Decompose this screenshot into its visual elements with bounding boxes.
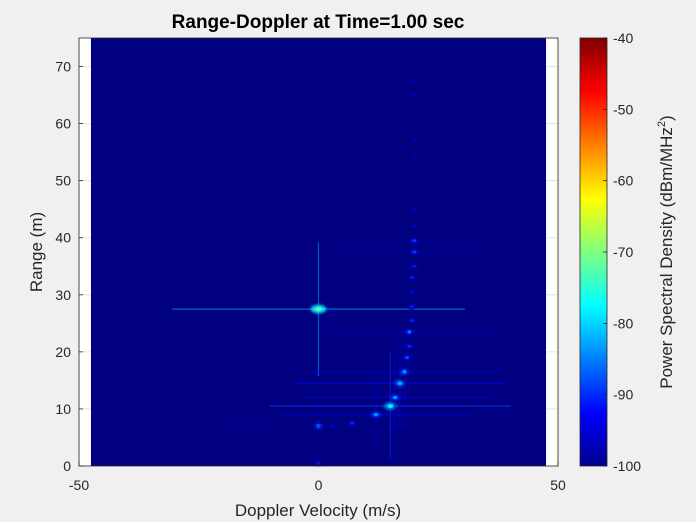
target-return [281, 373, 471, 456]
target-core [412, 139, 416, 142]
target-core [402, 370, 407, 374]
target-core [412, 79, 416, 82]
y-tick-label: 10 [55, 401, 71, 417]
target-core [412, 62, 416, 65]
target-core [405, 356, 410, 360]
y-tick-label: 30 [55, 287, 71, 303]
target-core [387, 404, 394, 408]
target-core [407, 330, 412, 334]
target-core [412, 156, 416, 160]
target-return [371, 49, 457, 79]
colorbar-label-main: Power Spectral Density (dBm/MHz [657, 127, 676, 389]
colorbar-label-superscript: 2 [656, 121, 668, 127]
colorbar-ticks: -100 -90 -80 -70 -60 -50 -40 [603, 30, 641, 474]
colorbar-tick-label: -50 [613, 101, 633, 117]
x-axis-label: Doppler Velocity (m/s) [235, 501, 401, 520]
target-return [300, 356, 490, 439]
target-core [315, 306, 322, 312]
colorbar-label-suffix: ) [657, 115, 676, 121]
target-core [392, 395, 398, 400]
x-tick-label: 50 [550, 477, 566, 493]
target-return [270, 352, 511, 460]
y-tick-label: 40 [55, 230, 71, 246]
target-core [412, 207, 416, 211]
target-return [172, 242, 465, 376]
y-axis-label: Range (m) [27, 212, 46, 292]
target-core [412, 190, 416, 194]
target-core [331, 424, 335, 428]
colorbar [579, 37, 608, 467]
x-axis-ticks: -50 0 50 [69, 462, 566, 493]
colorbar-tick-label: -90 [613, 387, 633, 403]
target-core [397, 381, 403, 386]
y-axis-ticks: 0 10 20 30 40 50 60 70 [55, 59, 83, 474]
target-return [283, 395, 421, 451]
colorbar-tick-label: -40 [613, 30, 633, 46]
target-core [350, 421, 354, 425]
y-tick-label: 70 [55, 59, 71, 75]
colorbar-tick-label: -100 [613, 458, 641, 474]
chart-title: Range-Doppler at Time=1.00 sec [172, 12, 465, 33]
y-tick-label: 0 [63, 458, 71, 474]
x-tick-label: -50 [69, 477, 89, 493]
target-return [296, 338, 503, 429]
colorbar-tick-label: -70 [613, 244, 633, 260]
y-tick-label: 50 [55, 173, 71, 189]
target-core [373, 412, 379, 417]
y-tick-label: 20 [55, 344, 71, 360]
colorbar-label: Power Spectral Density (dBm/MHz2) [656, 115, 676, 388]
y-tick-label: 60 [55, 116, 71, 132]
colorbar-tick-label: -80 [613, 315, 633, 331]
target-return [277, 404, 389, 448]
target-core [410, 276, 414, 280]
colorbar-tick-label: -60 [613, 173, 633, 189]
target-returns [172, 49, 511, 466]
x-tick-label: 0 [315, 477, 323, 493]
